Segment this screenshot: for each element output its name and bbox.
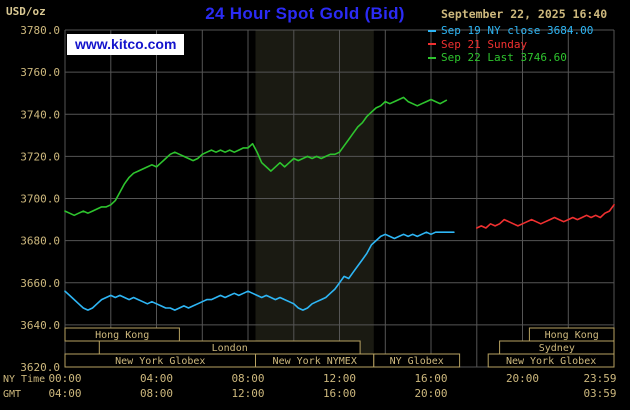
x-axis-tick-ny: 04:00	[140, 372, 173, 385]
price-series-2	[64, 96, 448, 217]
legend-label: Sep 22 Last 3746.60	[441, 51, 567, 65]
y-axis-tick-label: 3660.0	[20, 277, 60, 290]
y-axis-tick-label: 3780.0	[20, 24, 60, 37]
y-axis-tick-label: 3640.0	[20, 319, 60, 332]
x-axis-tick-ny: 00:00	[48, 372, 81, 385]
price-units-label: USD/oz	[6, 5, 46, 18]
session-label-london: London	[212, 343, 248, 354]
price-series-1	[475, 204, 615, 229]
legend-item: Sep 21 Sunday	[428, 38, 593, 52]
y-axis-tick-label: 3760.0	[20, 66, 60, 79]
x-axis-tick-gmt: 16:00	[323, 387, 356, 400]
x-axis-tick-ny: 12:00	[323, 372, 356, 385]
price-series-0	[64, 231, 455, 311]
legend-dash-icon	[428, 43, 436, 46]
session-label-sydney: Sydney	[539, 343, 575, 354]
y-axis-tick-label: 3680.0	[20, 235, 60, 248]
x-axis-tick-gmt: 04:00	[48, 387, 81, 400]
session-label-hong-kong: Hong Kong	[95, 330, 149, 341]
legend-dash-icon	[428, 56, 436, 59]
legend-label: Sep 21 Sunday	[441, 37, 528, 51]
y-axis-tick-label: 3700.0	[20, 193, 60, 206]
x-axis-tick-gmt: 20:00	[414, 387, 447, 400]
session-label-new-york-nymex: New York NYMEX	[273, 356, 357, 367]
x-axis-tick-gmt: 12:00	[231, 387, 264, 400]
x-axis-tick-ny: 23:59	[583, 372, 616, 385]
session-label-new-york-globex: New York Globex	[115, 356, 205, 367]
chart-title: 24 Hour Spot Gold (Bid)	[205, 4, 405, 23]
x-axis-tick-gmt: 03:59	[583, 387, 616, 400]
legend-item: Sep 22 Last 3746.60	[428, 51, 593, 65]
y-axis-tick-label: 3720.0	[20, 150, 60, 163]
y-axis-tick-label: 3740.0	[20, 108, 60, 121]
legend-label: Sep 19 NY close 3684.00	[441, 24, 594, 38]
x-axis-tick-gmt: 08:00	[140, 387, 173, 400]
session-label-ny-globex: NY Globex	[390, 356, 444, 367]
x-axis-tick-ny: 08:00	[231, 372, 264, 385]
session-box-new-york-globex	[487, 353, 615, 368]
legend-item: Sep 19 NY close 3684.00	[428, 24, 593, 38]
x-axis-tick-ny: 16:00	[414, 372, 447, 385]
chart-datetime: September 22, 2025 16:40	[441, 7, 608, 21]
gmt-axis-label: GMT	[3, 389, 21, 400]
x-axis-tick-ny: 20:00	[506, 372, 539, 385]
ny-time-axis-label: NY Time	[3, 374, 45, 385]
series-legend: Sep 19 NY close 3684.00 Sep 21 Sunday Sep …	[428, 24, 593, 65]
legend-dash-icon	[428, 29, 436, 32]
session-label-new-york-globex: New York Globex	[506, 356, 596, 367]
y-axis-tick-label: 3620.0	[20, 361, 60, 374]
session-box-ny-globex	[373, 353, 461, 368]
kitco-watermark-link[interactable]: www.kitco.com	[67, 34, 185, 55]
session-label-hong-kong: Hong Kong	[545, 330, 599, 341]
